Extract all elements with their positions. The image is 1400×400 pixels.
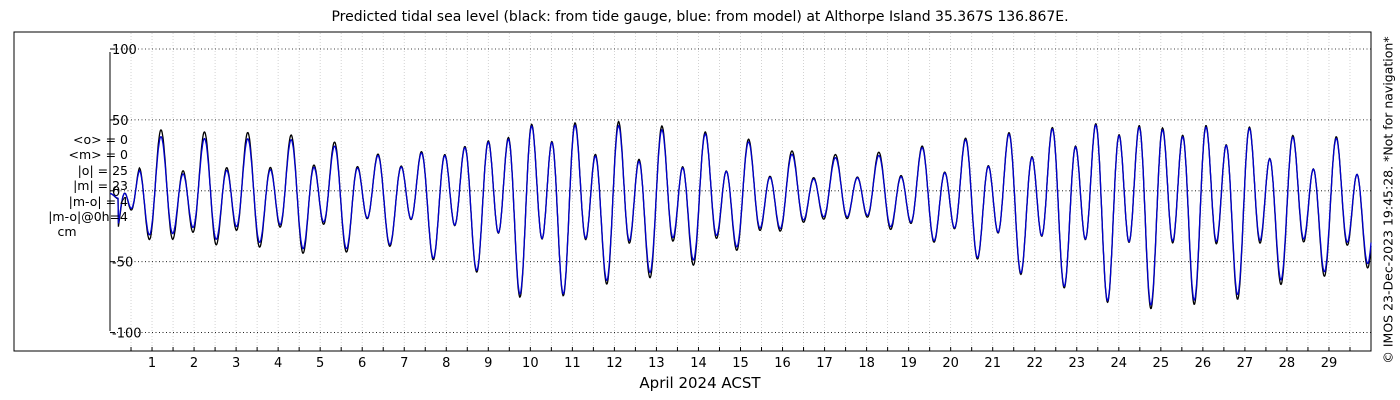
y-tick-label: 100 (112, 43, 137, 58)
series-lines (109, 120, 1372, 310)
vertical-gridlines (130, 33, 1351, 350)
y-axis-ticks: 100 50 0 -50 -100 (110, 43, 142, 342)
x-tick-label: 26 (1195, 356, 1212, 371)
x-tick-label: 3 (232, 356, 240, 371)
x-tick-label: 2 (190, 356, 198, 371)
x-tick-label: 18 (858, 356, 875, 371)
x-tick-label: 5 (316, 356, 324, 371)
x-tick-label: 17 (816, 356, 833, 371)
x-tick-label: 20 (942, 356, 959, 371)
x-tick-label: 1 (148, 356, 156, 371)
x-tick-label: 16 (774, 356, 791, 371)
plot-frame (13, 31, 1372, 352)
credit-text: © IMOS 23-Dec-2023 19:45:28. *Not for na… (1380, 36, 1396, 364)
stat-line: |m-o| = 4 (68, 193, 128, 209)
x-tick-label: 7 (400, 356, 408, 371)
x-axis-label: April 2024 ACST (0, 374, 1400, 392)
x-tick-label: 14 (690, 356, 707, 371)
x-tick-label: 24 (1111, 356, 1128, 371)
y-tick-label: 50 (112, 114, 129, 129)
y-tick-label: -50 (112, 256, 133, 271)
x-tick-label: 25 (1153, 356, 1170, 371)
x-axis-ticks: 1 2 3 4 5 6 7 8 9 10 11 12 13 14 15 16 17 18 19 20 21 22 23 24 2… (130, 347, 1351, 371)
x-tick-label: 23 (1068, 356, 1085, 371)
x-tick-label: 19 (900, 356, 917, 371)
y-tick-label: -100 (112, 327, 142, 342)
stat-unit: cm (57, 224, 77, 240)
y-tick-label: 0 (112, 185, 120, 200)
x-tick-label: 11 (564, 356, 581, 371)
stat-line: |m-o|@0h=4 (48, 209, 128, 225)
x-tick-label: 4 (274, 356, 282, 371)
x-tick-label: 6 (358, 356, 366, 371)
x-tick-label: 9 (484, 356, 492, 371)
stat-line: <o> = 0 (73, 132, 128, 147)
x-tick-label: 22 (1026, 356, 1043, 371)
x-tick-label: 8 (442, 356, 450, 371)
x-axis-label-text: April 2024 ACST (639, 374, 761, 392)
x-tick-label: 12 (606, 356, 623, 371)
chart-title: Predicted tidal sea level (black: from t… (331, 9, 1069, 25)
x-tick-label: 28 (1279, 356, 1296, 371)
stat-line: |m| = 23 (73, 178, 128, 194)
stat-line: <m> = 0 (68, 147, 129, 163)
x-tick-label: 13 (648, 356, 665, 371)
stats-panel: <o> = 0 <m> = 0 |o| = 25 |m| = 23 |m-o| … (16, 132, 128, 240)
x-tick-label: 15 (732, 356, 749, 371)
x-tick-label: 29 (1321, 356, 1338, 371)
x-tick-label: 27 (1237, 356, 1254, 371)
model-line (109, 124, 1372, 306)
x-tick-label: 10 (522, 356, 539, 371)
horizontal-gridlines (110, 48, 1371, 333)
stat-line: |o| = 25 (77, 162, 128, 178)
x-tick-label: 21 (984, 356, 1001, 371)
